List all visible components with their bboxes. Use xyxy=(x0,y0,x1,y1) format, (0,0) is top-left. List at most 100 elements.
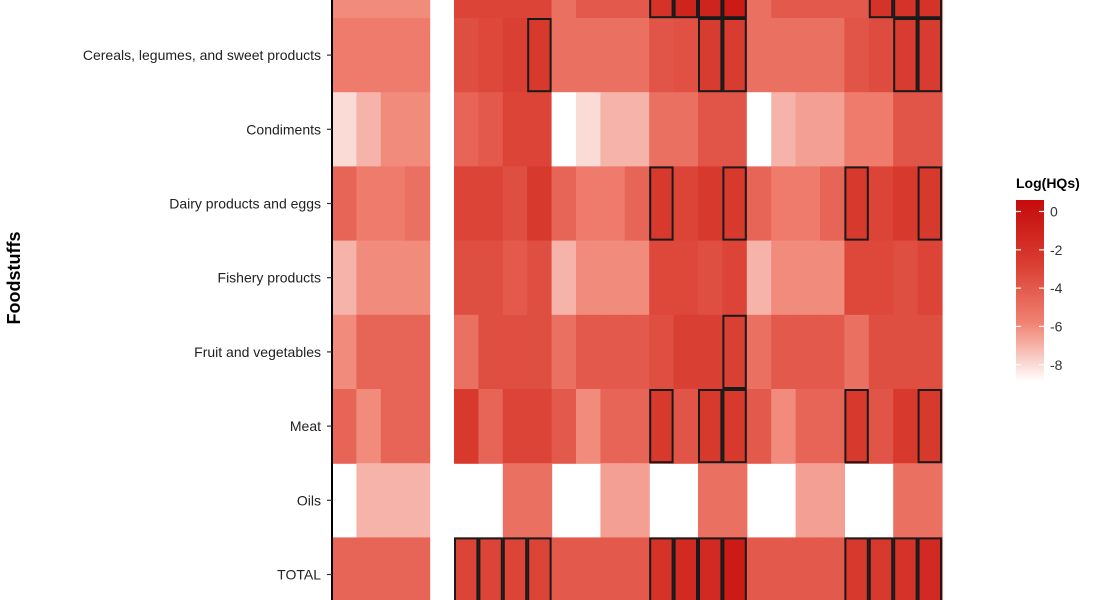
significant-cell-outline xyxy=(478,537,503,600)
heatmap-cell xyxy=(917,389,943,464)
heatmap-cell xyxy=(624,18,650,93)
heatmap-cell xyxy=(917,166,943,242)
heatmap-cell xyxy=(722,0,748,19)
heatmap-cell xyxy=(722,18,748,93)
heatmap-cell xyxy=(576,0,601,19)
heatmap-cell xyxy=(893,18,919,93)
heatmap-cell xyxy=(551,314,577,390)
heatmap-cell xyxy=(820,92,845,167)
heatmap-cell xyxy=(795,314,821,390)
heatmap-cell xyxy=(380,389,406,464)
heatmap-cell xyxy=(551,166,577,242)
heatmap-cell xyxy=(844,0,870,19)
heatmap-cell xyxy=(478,389,504,464)
heatmap-cell xyxy=(917,18,943,93)
heatmap-cell xyxy=(478,18,504,93)
heatmap-cell xyxy=(868,389,894,464)
heatmap-cell xyxy=(649,240,675,316)
heatmap-cell xyxy=(624,314,650,390)
heatmap-cell xyxy=(454,18,479,93)
heatmap-cell xyxy=(478,537,504,600)
heatmap-cell xyxy=(820,537,845,600)
significant-cell-outline xyxy=(722,537,747,600)
heatmap-cell xyxy=(576,537,601,600)
significant-cell-outline xyxy=(649,166,674,241)
heatmap-cell xyxy=(502,166,528,242)
heatmap-cell xyxy=(502,240,528,316)
heatmap-cell xyxy=(454,240,479,316)
heatmap-cell xyxy=(844,389,870,464)
heatmap-cell xyxy=(820,314,845,390)
heatmap-cell xyxy=(600,389,626,464)
heatmap-cell xyxy=(820,240,845,316)
significant-cell-outline xyxy=(893,537,918,600)
heatmap-cell xyxy=(356,18,382,93)
heatmap-cell xyxy=(673,314,699,390)
y-tick-label: Fruit and vegetables xyxy=(194,344,321,360)
heatmap-cell xyxy=(673,537,699,600)
heatmap-cell xyxy=(624,0,650,19)
significant-cell-outline xyxy=(698,537,723,600)
heatmap-cell xyxy=(893,537,919,600)
heatmap-cell xyxy=(722,92,748,167)
heatmap-cell xyxy=(771,18,797,93)
significant-cell-outline xyxy=(917,166,942,241)
heatmap-cell xyxy=(649,18,675,93)
heatmap-cell xyxy=(600,314,626,390)
heatmap-cell xyxy=(868,0,894,19)
significant-cell-outline xyxy=(917,0,942,19)
heatmap-cell xyxy=(478,166,504,242)
heatmap-cell xyxy=(551,389,577,464)
y-tick-label: Condiments xyxy=(246,121,321,137)
heatmap-cell xyxy=(624,92,650,167)
heatmap-cell xyxy=(868,18,894,93)
heatmap-cell xyxy=(380,314,406,390)
heatmap-cell xyxy=(771,537,797,600)
heatmap-cell xyxy=(649,314,675,390)
heatmap-cell xyxy=(478,314,504,390)
significant-cell-outline xyxy=(917,389,942,464)
heatmap-cell xyxy=(576,240,601,316)
heatmap-cell xyxy=(673,92,699,167)
significant-cell-outline xyxy=(722,18,747,93)
heatmap-cell xyxy=(917,92,943,167)
significant-cell-outline xyxy=(698,18,723,93)
heatmap-cell xyxy=(405,92,431,167)
heatmap-cell xyxy=(795,537,821,600)
heatmap-cell xyxy=(576,92,601,167)
heatmap-cell xyxy=(502,537,528,600)
heatmap-cell xyxy=(698,92,723,167)
heatmap-cell xyxy=(722,240,748,316)
heatmap-cell xyxy=(600,166,626,242)
legend-tick-label: -6 xyxy=(1050,318,1063,334)
heatmap-cell xyxy=(795,463,821,538)
heatmap-cell xyxy=(673,18,699,93)
y-tick-label: Dairy products and eggs xyxy=(169,196,321,212)
heatmap-cell xyxy=(673,166,699,242)
significant-cell-outline xyxy=(698,0,723,19)
heatmap-cell xyxy=(795,166,821,242)
significant-cell-outline xyxy=(454,537,479,600)
heatmap-cell xyxy=(624,166,650,242)
heatmap-cell xyxy=(624,463,650,538)
heatmap-cell xyxy=(356,314,382,390)
heatmap-cell xyxy=(624,537,650,600)
heatmap-cell xyxy=(576,314,601,390)
significant-cell-outline xyxy=(698,389,723,464)
heatmap-cell xyxy=(600,240,626,316)
heatmap-cell xyxy=(649,0,675,19)
significant-cell-outline xyxy=(844,389,869,464)
heatmap-cell xyxy=(893,314,919,390)
heatmap-cell xyxy=(527,389,553,464)
heatmap-cell xyxy=(551,0,577,19)
heatmap-cell xyxy=(502,18,528,93)
heatmap-cell xyxy=(893,166,919,242)
heatmap-cell xyxy=(332,18,357,93)
heatmap-cell xyxy=(454,314,479,390)
heatmap-cell xyxy=(917,240,943,316)
legend-color-bar xyxy=(1016,200,1044,382)
heatmap-cell xyxy=(746,314,772,390)
significant-cell-outline xyxy=(649,0,674,19)
heatmap-cell xyxy=(795,18,821,93)
